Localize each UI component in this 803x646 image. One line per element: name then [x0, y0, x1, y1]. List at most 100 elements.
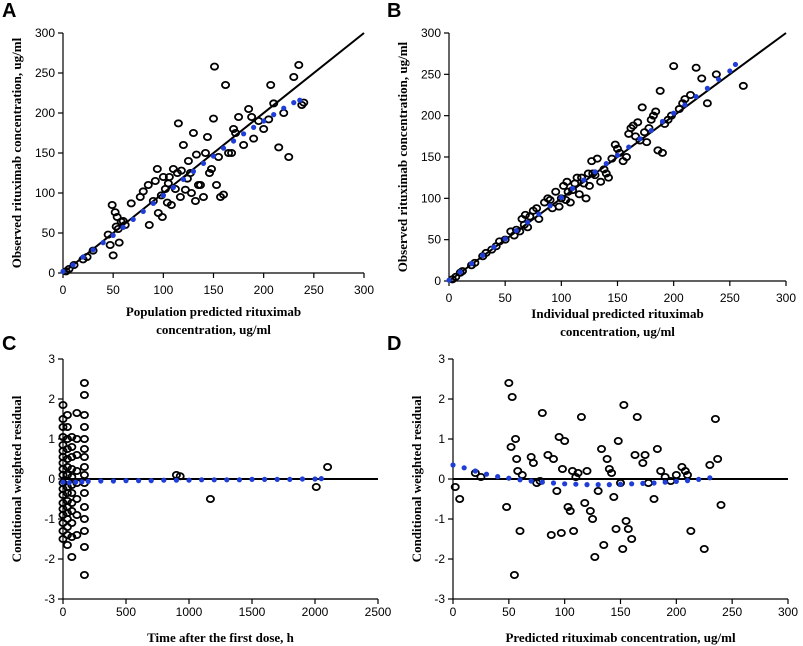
panel-c-trend-dot	[262, 476, 268, 482]
panel-a-trend-dot	[150, 200, 156, 206]
panel-b-trend-dot	[693, 94, 699, 100]
panel-a-data-point	[164, 172, 174, 181]
panel-b-data-point	[711, 70, 721, 79]
panel-a-data-point	[163, 179, 173, 188]
panel-d-data-point	[576, 412, 586, 421]
panel-d-y-tick-label: -1	[434, 512, 445, 526]
panel-b-y-tick-label: 300	[421, 26, 441, 40]
panel-d-data-point	[630, 450, 640, 459]
panel-b-trend-dot	[614, 152, 621, 158]
panel-d-data-point	[671, 470, 681, 479]
panel-b-trend-dot	[648, 127, 654, 134]
panel-b-x-tick-label: 150	[607, 291, 627, 305]
panel-d-data-point	[656, 466, 666, 475]
panel-a-trend-dot	[230, 138, 237, 144]
panel-d-trend-dot	[595, 482, 601, 488]
panel-a-trend-dot	[70, 262, 76, 268]
panel-c-data-point	[79, 378, 89, 387]
panel-b-x-tick-label: 0	[446, 291, 453, 305]
panel-a-y-tick-label: 50	[42, 226, 56, 240]
panel-b-x-tick-label: 100	[551, 291, 571, 305]
panel-b-trend-dot	[732, 61, 739, 68]
panel-b-data-point	[565, 198, 575, 207]
panel-a-data-point	[212, 180, 222, 189]
panel-b-data-point	[613, 144, 623, 153]
panel-a-data-point	[269, 99, 279, 108]
panel-d-data-point	[560, 436, 570, 445]
panel-a-data-point	[198, 192, 208, 201]
panel-b-data-point	[702, 99, 712, 108]
panel-d-trend-dot	[707, 475, 713, 481]
panel-a-x-tick-label: 150	[203, 283, 223, 297]
panel-a-x-tick-label: 100	[153, 283, 173, 297]
panel-b-data-point	[596, 177, 606, 186]
panel-a-x-tick-label: 250	[304, 283, 324, 297]
panel-d-data-point	[573, 468, 583, 477]
panel-d-data-point	[549, 454, 559, 463]
panel-b-y-tick-label: 0	[434, 274, 441, 288]
panel-d-data-point	[686, 527, 696, 536]
panel-d-data-point	[556, 529, 566, 538]
panel-c-data-point	[58, 422, 68, 431]
panel-a-data-point	[173, 119, 183, 128]
panel-a-data-point	[191, 150, 201, 159]
panel-d-trend-dot	[573, 481, 579, 487]
panel-a-data-point	[200, 148, 210, 157]
panel-b-trend-dot	[446, 277, 452, 283]
panel-a-x-tick-label: 300	[354, 283, 374, 297]
panel-d-trend-dot	[472, 468, 478, 474]
panel-c-data-point	[72, 494, 82, 503]
panel-c-x-tick-label: 1000	[176, 605, 203, 619]
panel-d-trend-dot	[495, 474, 501, 480]
panel-a-y-tick-label: 200	[35, 106, 55, 120]
panel-a-y-tick-label: 100	[35, 186, 55, 200]
panel-d-x-tick-label: 300	[778, 605, 798, 619]
panel-a-data-point	[178, 140, 188, 149]
panel-a-data-point	[229, 125, 239, 134]
panel-c-data-point	[79, 390, 89, 399]
panel-d-data-point	[643, 478, 653, 487]
panel-a-y-tick-label: 250	[35, 66, 55, 80]
panel-c-trend-dot	[236, 477, 242, 483]
panel-d-data-point	[713, 454, 723, 463]
panel-a-y-tick-label: 150	[35, 146, 55, 160]
panel-c-data-point	[79, 434, 89, 443]
panel-b-y-tick-label: 250	[421, 67, 441, 81]
panel-c-data-point	[67, 498, 77, 507]
panel-d-data-point	[652, 444, 662, 453]
panel-d-trend-dot	[651, 480, 657, 486]
panel-b-data-point	[648, 111, 658, 120]
panel-a-data-point	[64, 264, 74, 273]
panel-d-trend-dot	[662, 479, 668, 485]
panel-d-data-point	[585, 506, 595, 515]
panel-b-trend-dot	[569, 185, 576, 192]
panel-c-data-point	[58, 470, 68, 479]
panel-a-data-point	[158, 172, 168, 181]
panel-d-trend-dot	[562, 481, 568, 487]
panel-d-data-point	[507, 392, 517, 401]
panel-b-trend-dot	[603, 161, 609, 167]
panel-d-trend-dot	[528, 478, 534, 484]
panel-c-data-point	[67, 488, 77, 497]
panel-b-y-tick-label: 200	[421, 109, 441, 123]
panel-c-data-point	[62, 515, 72, 524]
panel-a-data-point	[266, 81, 276, 90]
panel-a-data-point	[239, 140, 249, 149]
panel-b-data-point	[607, 154, 617, 163]
panel-b-data-point	[545, 195, 555, 204]
panel-b-x-axis-title: Individual predicted rituximab	[531, 306, 703, 321]
panel-a-data-point	[247, 113, 257, 122]
panel-b-data-point	[646, 115, 656, 124]
panel-b-trend-dot	[457, 269, 463, 275]
panel-d-data-point	[543, 450, 553, 459]
panel-c-data-point	[58, 510, 68, 519]
panel-d-data-point	[599, 541, 609, 550]
panel-c-trend-dot	[199, 477, 205, 483]
panel-d-data-point	[710, 414, 720, 423]
panel-b-data-point	[657, 148, 667, 157]
panel-c-y-tick-label: 2	[48, 392, 55, 406]
panel-d-x-tick-label: 150	[610, 605, 630, 619]
panel-d-data-point	[537, 408, 547, 417]
panel-c-trend-dot	[211, 477, 217, 483]
panel-a-trend-dot	[130, 216, 136, 222]
